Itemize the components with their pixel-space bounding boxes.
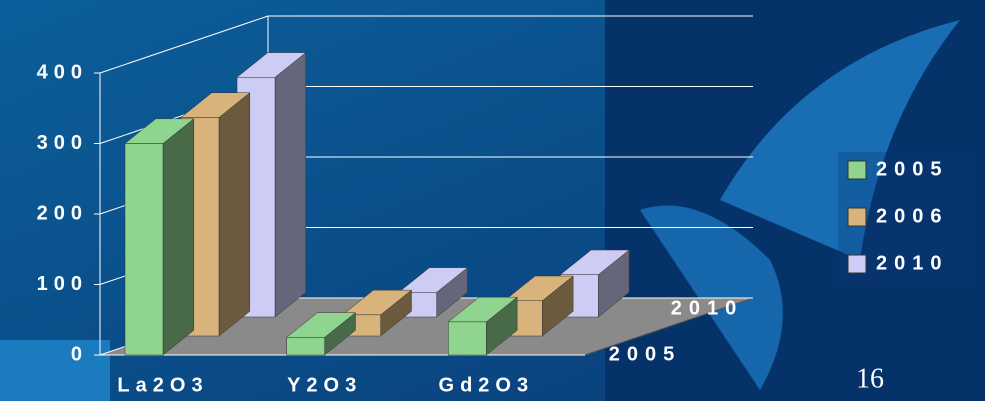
background-strip [0,340,110,401]
legend-label: 2010 [876,252,949,274]
bar [448,321,487,356]
bar [124,143,164,356]
x-tick-label: Gd2O3 [439,374,535,396]
bar-side [162,118,195,356]
y-tick-label: 0 [71,343,88,365]
y-tick-label: 400 [37,61,88,83]
legend-label: 2006 [876,205,949,227]
legend-swatch [847,254,867,274]
bar-side [218,92,251,337]
legend-swatch [847,160,867,180]
legend-label: 2005 [876,158,949,180]
page-number: 16 [856,363,884,394]
y-tick-label: 300 [37,132,88,154]
bar-side [274,52,307,318]
grid-line [99,15,269,74]
depth-label: 2010 [671,297,744,319]
bar [286,337,325,356]
x-tick-label: Y2O3 [287,374,362,396]
y-tick-label: 200 [37,202,88,224]
x-tick-label: La2O3 [117,374,208,396]
decoration [720,20,960,260]
depth-label: 2005 [609,343,682,365]
y-tick-label: 100 [37,273,88,295]
legend-swatch [847,207,867,227]
